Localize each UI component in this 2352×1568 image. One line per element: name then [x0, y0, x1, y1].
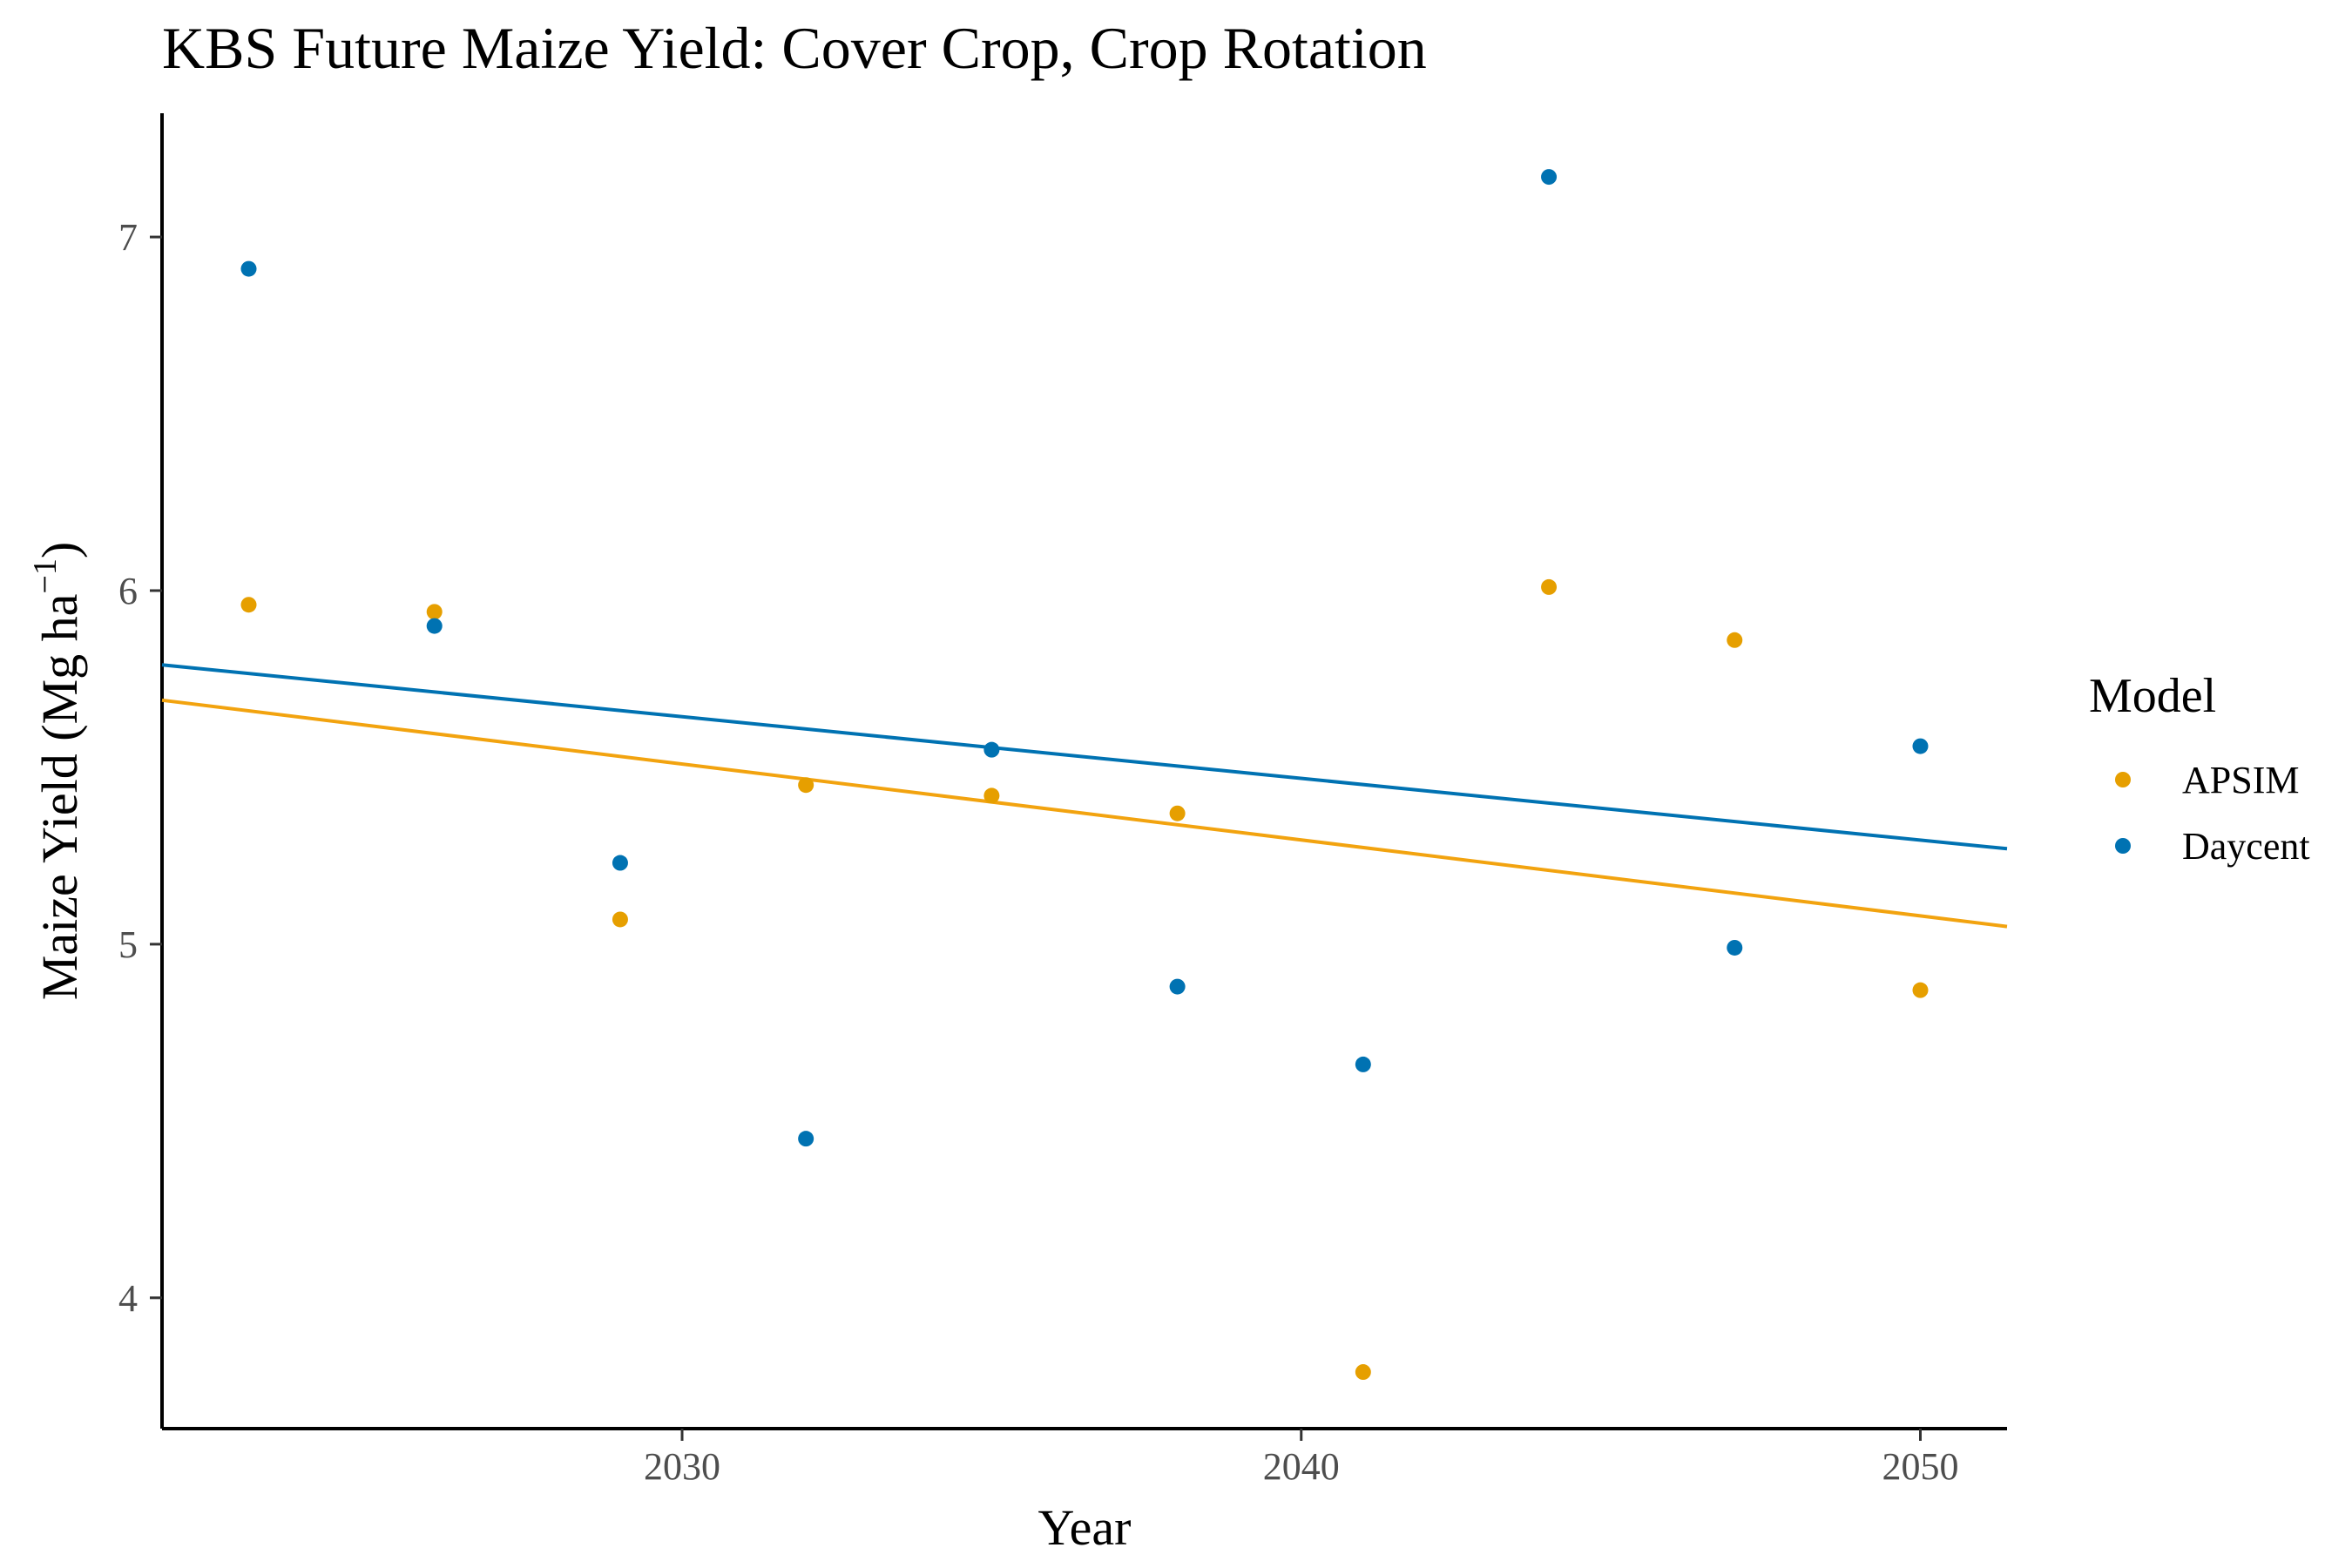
- data-point-daycent: [1355, 1056, 1371, 1072]
- y-tick-label: 6: [118, 570, 138, 612]
- legend-title: Model: [2089, 669, 2216, 723]
- legend: Model APSIM Daycent: [2089, 669, 2310, 868]
- legend-label-apsim: APSIM: [2182, 759, 2300, 801]
- legend-label-daycent: Daycent: [2182, 825, 2310, 868]
- axes: [160, 113, 2007, 1430]
- y-axis-title: Maize Yield (Mg ha−1): [27, 542, 88, 1000]
- x-tick-label: 2030: [644, 1445, 720, 1488]
- legend-items: APSIM Daycent: [2115, 759, 2310, 868]
- data-point-daycent: [240, 260, 257, 277]
- data-point-apsim: [1169, 805, 1186, 821]
- data-point-apsim: [612, 911, 628, 928]
- data-point-daycent: [612, 855, 628, 871]
- legend-marker-daycent: [2115, 838, 2131, 854]
- x-tick-label: 2050: [1882, 1445, 1958, 1488]
- data-point-apsim: [1541, 578, 1558, 595]
- chart-title: KBS Future Maize Yield: Cover Crop, Crop…: [162, 15, 1427, 81]
- data-point-apsim: [983, 787, 1000, 804]
- y-tick-label: 4: [118, 1277, 138, 1320]
- data-point-apsim: [798, 777, 814, 794]
- data-points: [240, 169, 1929, 1381]
- data-point-daycent: [798, 1131, 814, 1147]
- x-tick-label: 2040: [1263, 1445, 1340, 1488]
- y-axis-title-superscript: −1: [27, 558, 64, 593]
- data-point-apsim: [240, 597, 257, 613]
- trend-line-daycent: [161, 663, 2008, 851]
- trend-lines: [161, 663, 2008, 929]
- data-point-apsim: [1912, 982, 1929, 998]
- data-point-daycent: [983, 741, 1000, 758]
- y-axis-title-close: ): [31, 542, 88, 558]
- data-point-daycent: [1169, 978, 1186, 995]
- data-point-daycent: [1541, 169, 1558, 186]
- data-point-apsim: [426, 604, 443, 620]
- axis-ticks: 2030 2040 2050 4 5 6 7: [118, 216, 1958, 1488]
- x-axis-title: Year: [1038, 1499, 1132, 1556]
- legend-marker-apsim: [2115, 772, 2131, 787]
- trend-line-apsim: [161, 698, 2008, 929]
- y-axis-title-main: Maize Yield (Mg ha: [31, 594, 88, 1001]
- y-tick-label: 7: [118, 216, 138, 259]
- data-point-apsim: [1355, 1364, 1371, 1381]
- data-point-daycent: [1727, 939, 1743, 956]
- data-point-daycent: [426, 618, 443, 634]
- data-point-daycent: [1912, 738, 1929, 754]
- data-point-apsim: [1727, 632, 1743, 648]
- y-tick-label: 5: [118, 923, 138, 966]
